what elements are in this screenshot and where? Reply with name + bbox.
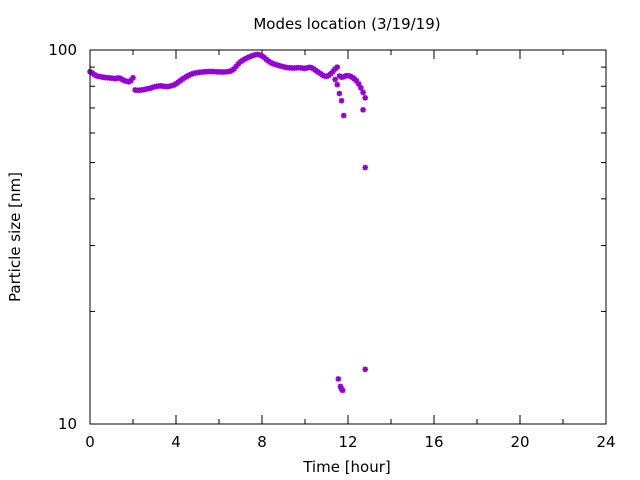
x-tick-label: 16 <box>424 433 443 451</box>
x-tick-label: 8 <box>257 433 267 451</box>
x-tick-label: 12 <box>338 433 357 451</box>
x-tick-label: 0 <box>85 433 95 451</box>
data-point <box>332 76 338 83</box>
data-point <box>340 112 347 119</box>
y-axis-label: Particle size [nm] <box>6 172 24 302</box>
y-tick-label: 100 <box>48 41 77 59</box>
x-axis-label: Time [hour] <box>302 458 391 476</box>
data-point <box>360 89 366 96</box>
data-point <box>339 387 346 394</box>
x-tick-labels: 0 4 8 12 16 20 24 <box>85 433 615 451</box>
data-point <box>335 376 342 382</box>
plot-frame <box>89 49 607 425</box>
data-points <box>87 51 368 394</box>
data-point <box>362 164 368 171</box>
y-tick-label: 10 <box>58 415 77 433</box>
data-point <box>362 366 368 373</box>
major-tick-marks <box>89 49 607 425</box>
x-tick-label: 4 <box>171 433 181 451</box>
data-point <box>360 107 366 113</box>
x-tick-label: 24 <box>596 433 615 451</box>
data-point <box>362 95 368 101</box>
data-point <box>130 74 136 81</box>
minor-tick-marks <box>90 50 606 424</box>
chart-title: Modes location (3/19/19) <box>253 15 440 33</box>
data-point <box>334 81 341 88</box>
y-tick-labels: 10 100 <box>48 41 77 433</box>
x-tick-label: 20 <box>510 433 529 451</box>
data-point <box>338 97 345 104</box>
data-point <box>336 90 343 97</box>
data-point <box>334 64 341 70</box>
data-point <box>358 85 364 91</box>
